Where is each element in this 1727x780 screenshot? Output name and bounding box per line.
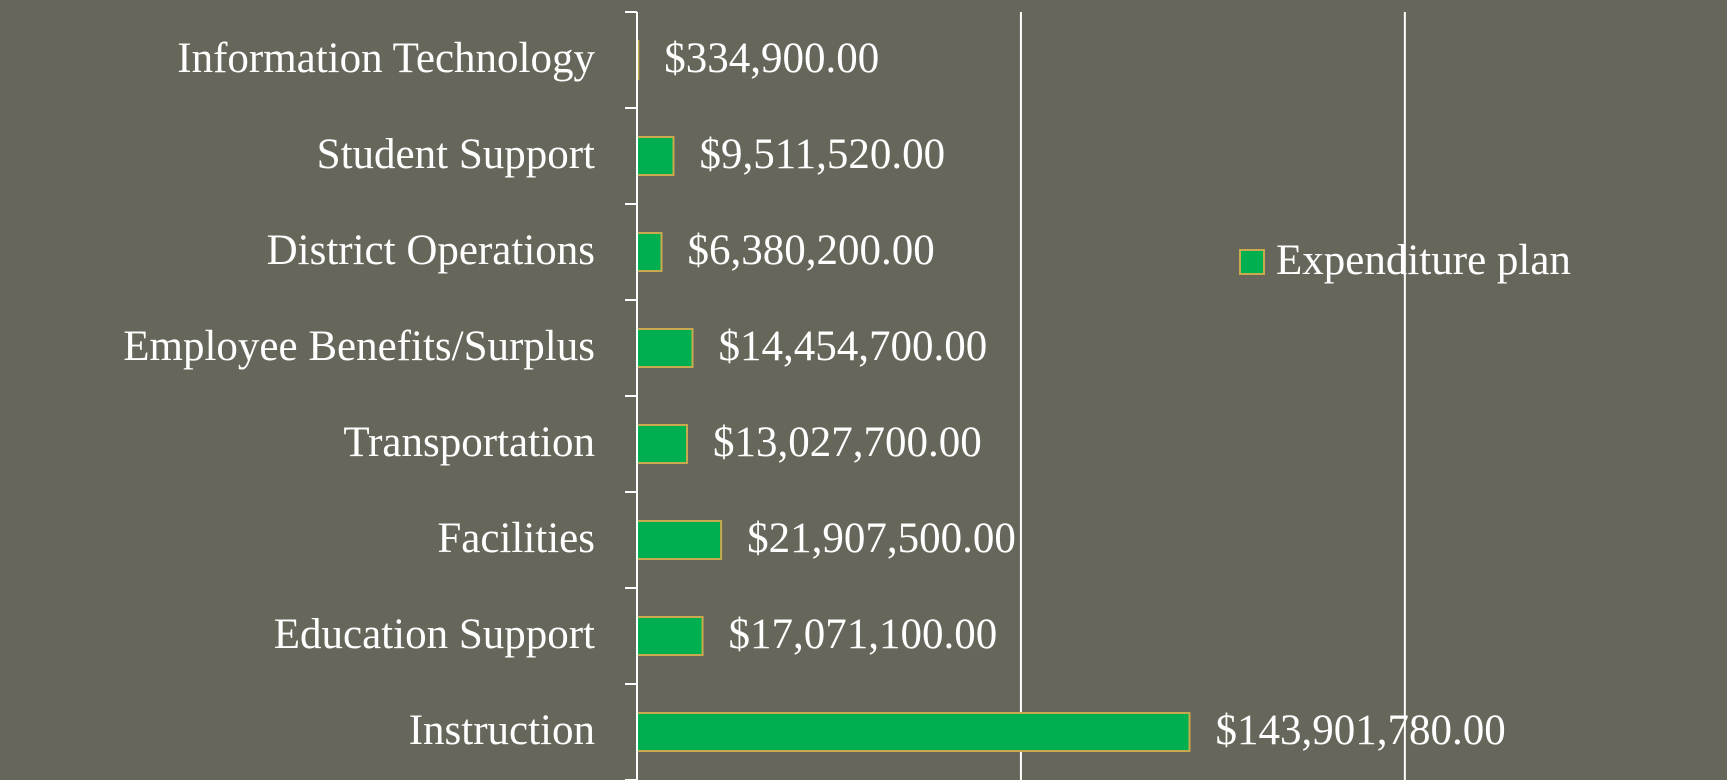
- y-tick-label: Information Technology: [177, 35, 595, 82]
- y-tick-label: Education Support: [274, 611, 595, 658]
- data-label: $17,071,100.00: [729, 611, 998, 658]
- legend-label: Expenditure plan: [1276, 237, 1571, 284]
- data-label: $13,027,700.00: [713, 419, 982, 466]
- bar: [636, 424, 689, 464]
- y-tick-label: Facilities: [437, 515, 595, 562]
- y-tick-label: Student Support: [317, 131, 595, 178]
- data-label: $14,454,700.00: [718, 323, 987, 370]
- y-tick-label: Transportation: [343, 419, 595, 466]
- bar: [636, 520, 723, 560]
- bar: [636, 616, 704, 656]
- bar: [636, 328, 694, 368]
- bar: [636, 232, 663, 272]
- data-label: $9,511,520.00: [700, 131, 946, 178]
- y-tick-label: Employee Benefits/Surplus: [123, 323, 595, 370]
- data-label: $21,907,500.00: [747, 515, 1016, 562]
- legend-swatch: [1239, 249, 1265, 275]
- bar: [636, 712, 1191, 752]
- data-label: $334,900.00: [664, 35, 879, 82]
- y-tick-label: Instruction: [409, 707, 595, 754]
- data-label: $6,380,200.00: [687, 227, 934, 274]
- y-tick-label: District Operations: [267, 227, 595, 274]
- data-label: $143,901,780.00: [1215, 707, 1505, 754]
- bar: [636, 136, 675, 176]
